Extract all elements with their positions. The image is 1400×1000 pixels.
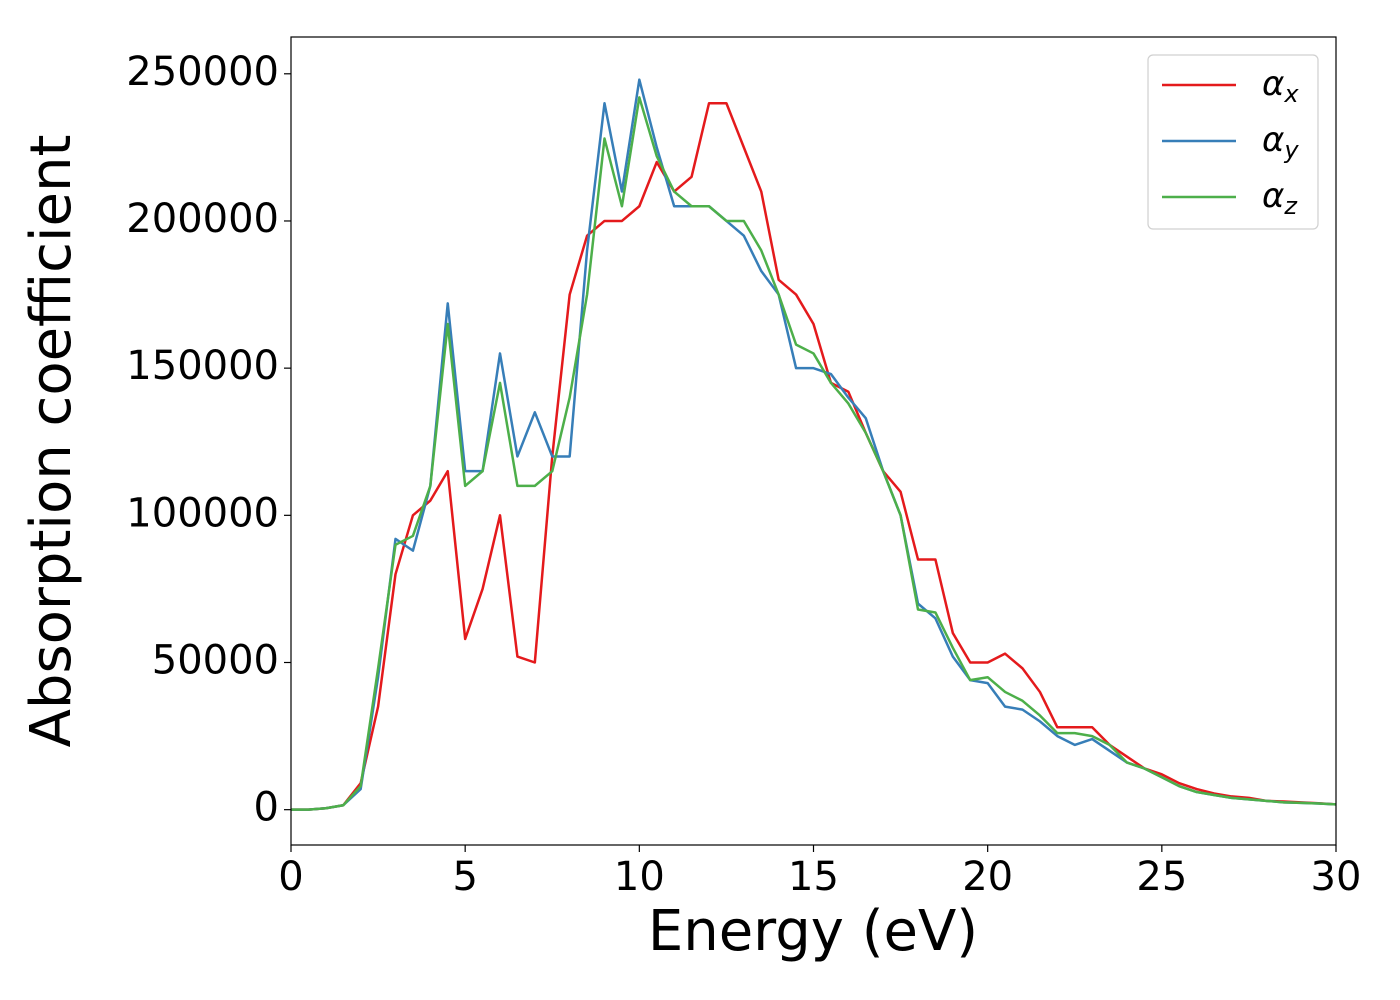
x-tick-label: 20 [962,854,1013,900]
plot-frame [290,36,1337,846]
x-tick-label: 25 [1136,854,1187,900]
legend-label: αy [1262,120,1299,165]
y-tick-label: 150000 [126,343,279,389]
series-line [291,101,1336,811]
y-tick-label: 100000 [126,490,279,536]
x-tick-label: 0 [278,854,303,900]
y-axis-label: Absorption coefficient [19,135,84,748]
x-tick-label: 10 [614,854,665,900]
y-tick-label: 250000 [126,49,279,95]
legend-label: αx [1262,64,1299,109]
x-tick-label: 30 [1311,854,1362,900]
y-tick-label: 200000 [126,196,279,242]
series-line [291,96,1336,811]
x-axis-label: Energy (eV) [648,899,978,964]
x-tick-label: 5 [452,854,477,900]
y-tick-label: 0 [254,785,279,831]
y-tick-label: 50000 [152,638,279,684]
x-tick-label: 15 [788,854,839,900]
legend-label: αz [1262,176,1298,221]
